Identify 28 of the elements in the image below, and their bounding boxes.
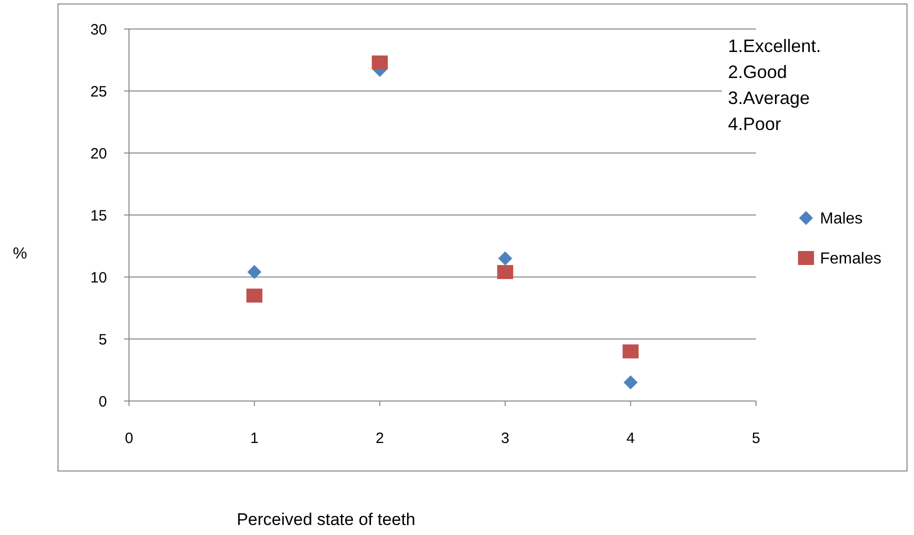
legend-label: Females bbox=[820, 250, 882, 268]
point bbox=[622, 344, 639, 358]
y-axis-title: % bbox=[12, 246, 28, 263]
x-tick-label: 2 bbox=[376, 430, 384, 447]
x-axis-title: Perceived state of teeth bbox=[236, 510, 416, 529]
annotation: 3.Average bbox=[728, 88, 810, 108]
annotation: 1.Excellent. bbox=[728, 36, 822, 56]
point bbox=[498, 251, 512, 266]
annotation: 4.Poor bbox=[728, 114, 782, 134]
point bbox=[246, 288, 262, 303]
x-tick-label: 0 bbox=[124, 430, 134, 447]
y-tick-label: 0 bbox=[98, 393, 107, 410]
y-tick-label: 20 bbox=[90, 145, 107, 162]
y-tick-label: 5 bbox=[98, 331, 107, 348]
y-tick-label: 15 bbox=[90, 207, 107, 224]
legend-label: Males bbox=[820, 210, 863, 228]
x-tick-label: 5 bbox=[752, 430, 760, 447]
x-tick-label: 4 bbox=[626, 430, 635, 447]
x-tick-label: 3 bbox=[501, 430, 510, 447]
point bbox=[372, 55, 388, 70]
point bbox=[624, 375, 638, 390]
x-tick-label: 1 bbox=[250, 430, 259, 447]
annotation: 2.Good bbox=[728, 62, 788, 82]
point bbox=[247, 265, 262, 280]
y-tick-label: 30 bbox=[90, 21, 107, 38]
y-tick-label: 10 bbox=[90, 269, 107, 286]
y-tick-label: 25 bbox=[90, 83, 107, 100]
point bbox=[497, 265, 514, 280]
